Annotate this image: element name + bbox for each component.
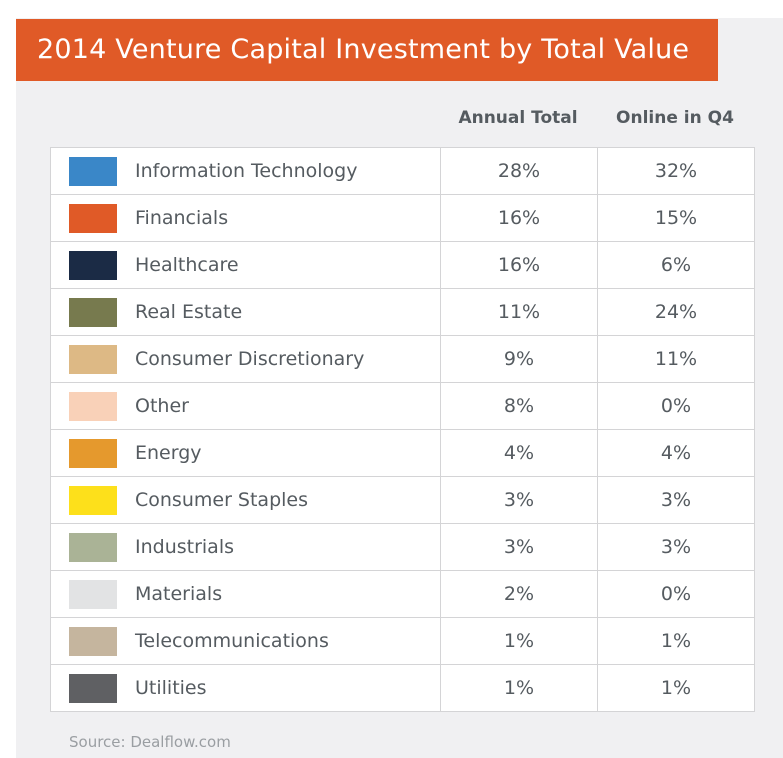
table-row: Telecommunications 1% 1% [50,617,755,665]
category-label: Information Technology [135,160,358,182]
annual-total-value: 8% [440,382,598,430]
category-label: Telecommunications [135,630,329,652]
online-q4-value: 0% [597,570,755,618]
table-row: Utilities 1% 1% [50,664,755,712]
table-row: Healthcare 16% 6% [50,241,755,289]
table-row: Other 8% 0% [50,382,755,430]
online-q4-value: 11% [597,335,755,383]
table-row: Information Technology 28% 32% [50,147,755,195]
annual-total-value: 3% [440,523,598,571]
category-cell: Utilities [50,664,441,712]
online-q4-value: 6% [597,241,755,289]
annual-total-value: 16% [440,194,598,242]
category-cell: Telecommunications [50,617,441,665]
legend-swatch [69,532,117,562]
online-q4-value: 32% [597,147,755,195]
online-q4-value: 0% [597,382,755,430]
online-q4-value: 1% [597,617,755,665]
annual-total-value: 11% [440,288,598,336]
category-cell: Financials [50,194,441,242]
category-label: Utilities [135,677,207,699]
table-row: Energy 4% 4% [50,429,755,477]
legend-swatch [69,297,117,327]
data-table: Information Technology 28% 32% Financials 16… [50,147,755,712]
category-cell: Consumer Staples [50,476,441,524]
online-q4-value: 3% [597,476,755,524]
table-row: Consumer Discretionary 9% 11% [50,335,755,383]
category-cell: Materials [50,570,441,618]
annual-total-value: 16% [440,241,598,289]
legend-swatch [69,156,117,186]
category-label: Industrials [135,536,235,558]
online-q4-value: 1% [597,664,755,712]
legend-swatch [69,391,117,421]
legend-swatch [69,344,117,374]
table-row: Real Estate 11% 24% [50,288,755,336]
legend-swatch [69,579,117,609]
category-cell: Real Estate [50,288,441,336]
category-cell: Information Technology [50,147,441,195]
category-cell: Industrials [50,523,441,571]
legend-swatch [69,250,117,280]
table-body: Information Technology 28% 32% Financials 16… [50,147,755,712]
annual-total-value: 28% [440,147,598,195]
category-label: Consumer Discretionary [135,348,365,370]
online-q4-value: 24% [597,288,755,336]
category-cell: Other [50,382,441,430]
chart-title: 2014 Venture Capital Investment by Total… [16,19,718,81]
table-row: Consumer Staples 3% 3% [50,476,755,524]
annual-total-value: 9% [440,335,598,383]
category-label: Real Estate [135,301,243,323]
category-cell: Energy [50,429,441,477]
category-cell: Healthcare [50,241,441,289]
legend-swatch [69,626,117,656]
category-label: Energy [135,442,202,464]
category-label: Financials [135,207,229,229]
category-label: Consumer Staples [135,489,309,511]
table-row: Materials 2% 0% [50,570,755,618]
category-cell: Consumer Discretionary [50,335,441,383]
category-label: Other [135,395,189,417]
table-row: Financials 16% 15% [50,194,755,242]
online-q4-value: 3% [597,523,755,571]
annual-total-value: 1% [440,664,598,712]
annual-total-value: 3% [440,476,598,524]
table-row: Industrials 3% 3% [50,523,755,571]
column-header-annual-total: Annual Total [458,108,578,128]
annual-total-value: 4% [440,429,598,477]
legend-swatch [69,203,117,233]
online-q4-value: 4% [597,429,755,477]
annual-total-value: 2% [440,570,598,618]
legend-swatch [69,485,117,515]
column-header-online-q4: Online in Q4 [616,108,734,128]
annual-total-value: 1% [440,617,598,665]
category-label: Materials [135,583,223,605]
online-q4-value: 15% [597,194,755,242]
legend-swatch [69,673,117,703]
category-label: Healthcare [135,254,239,276]
legend-swatch [69,438,117,468]
source-note: Source: Dealflow.com [69,733,231,751]
